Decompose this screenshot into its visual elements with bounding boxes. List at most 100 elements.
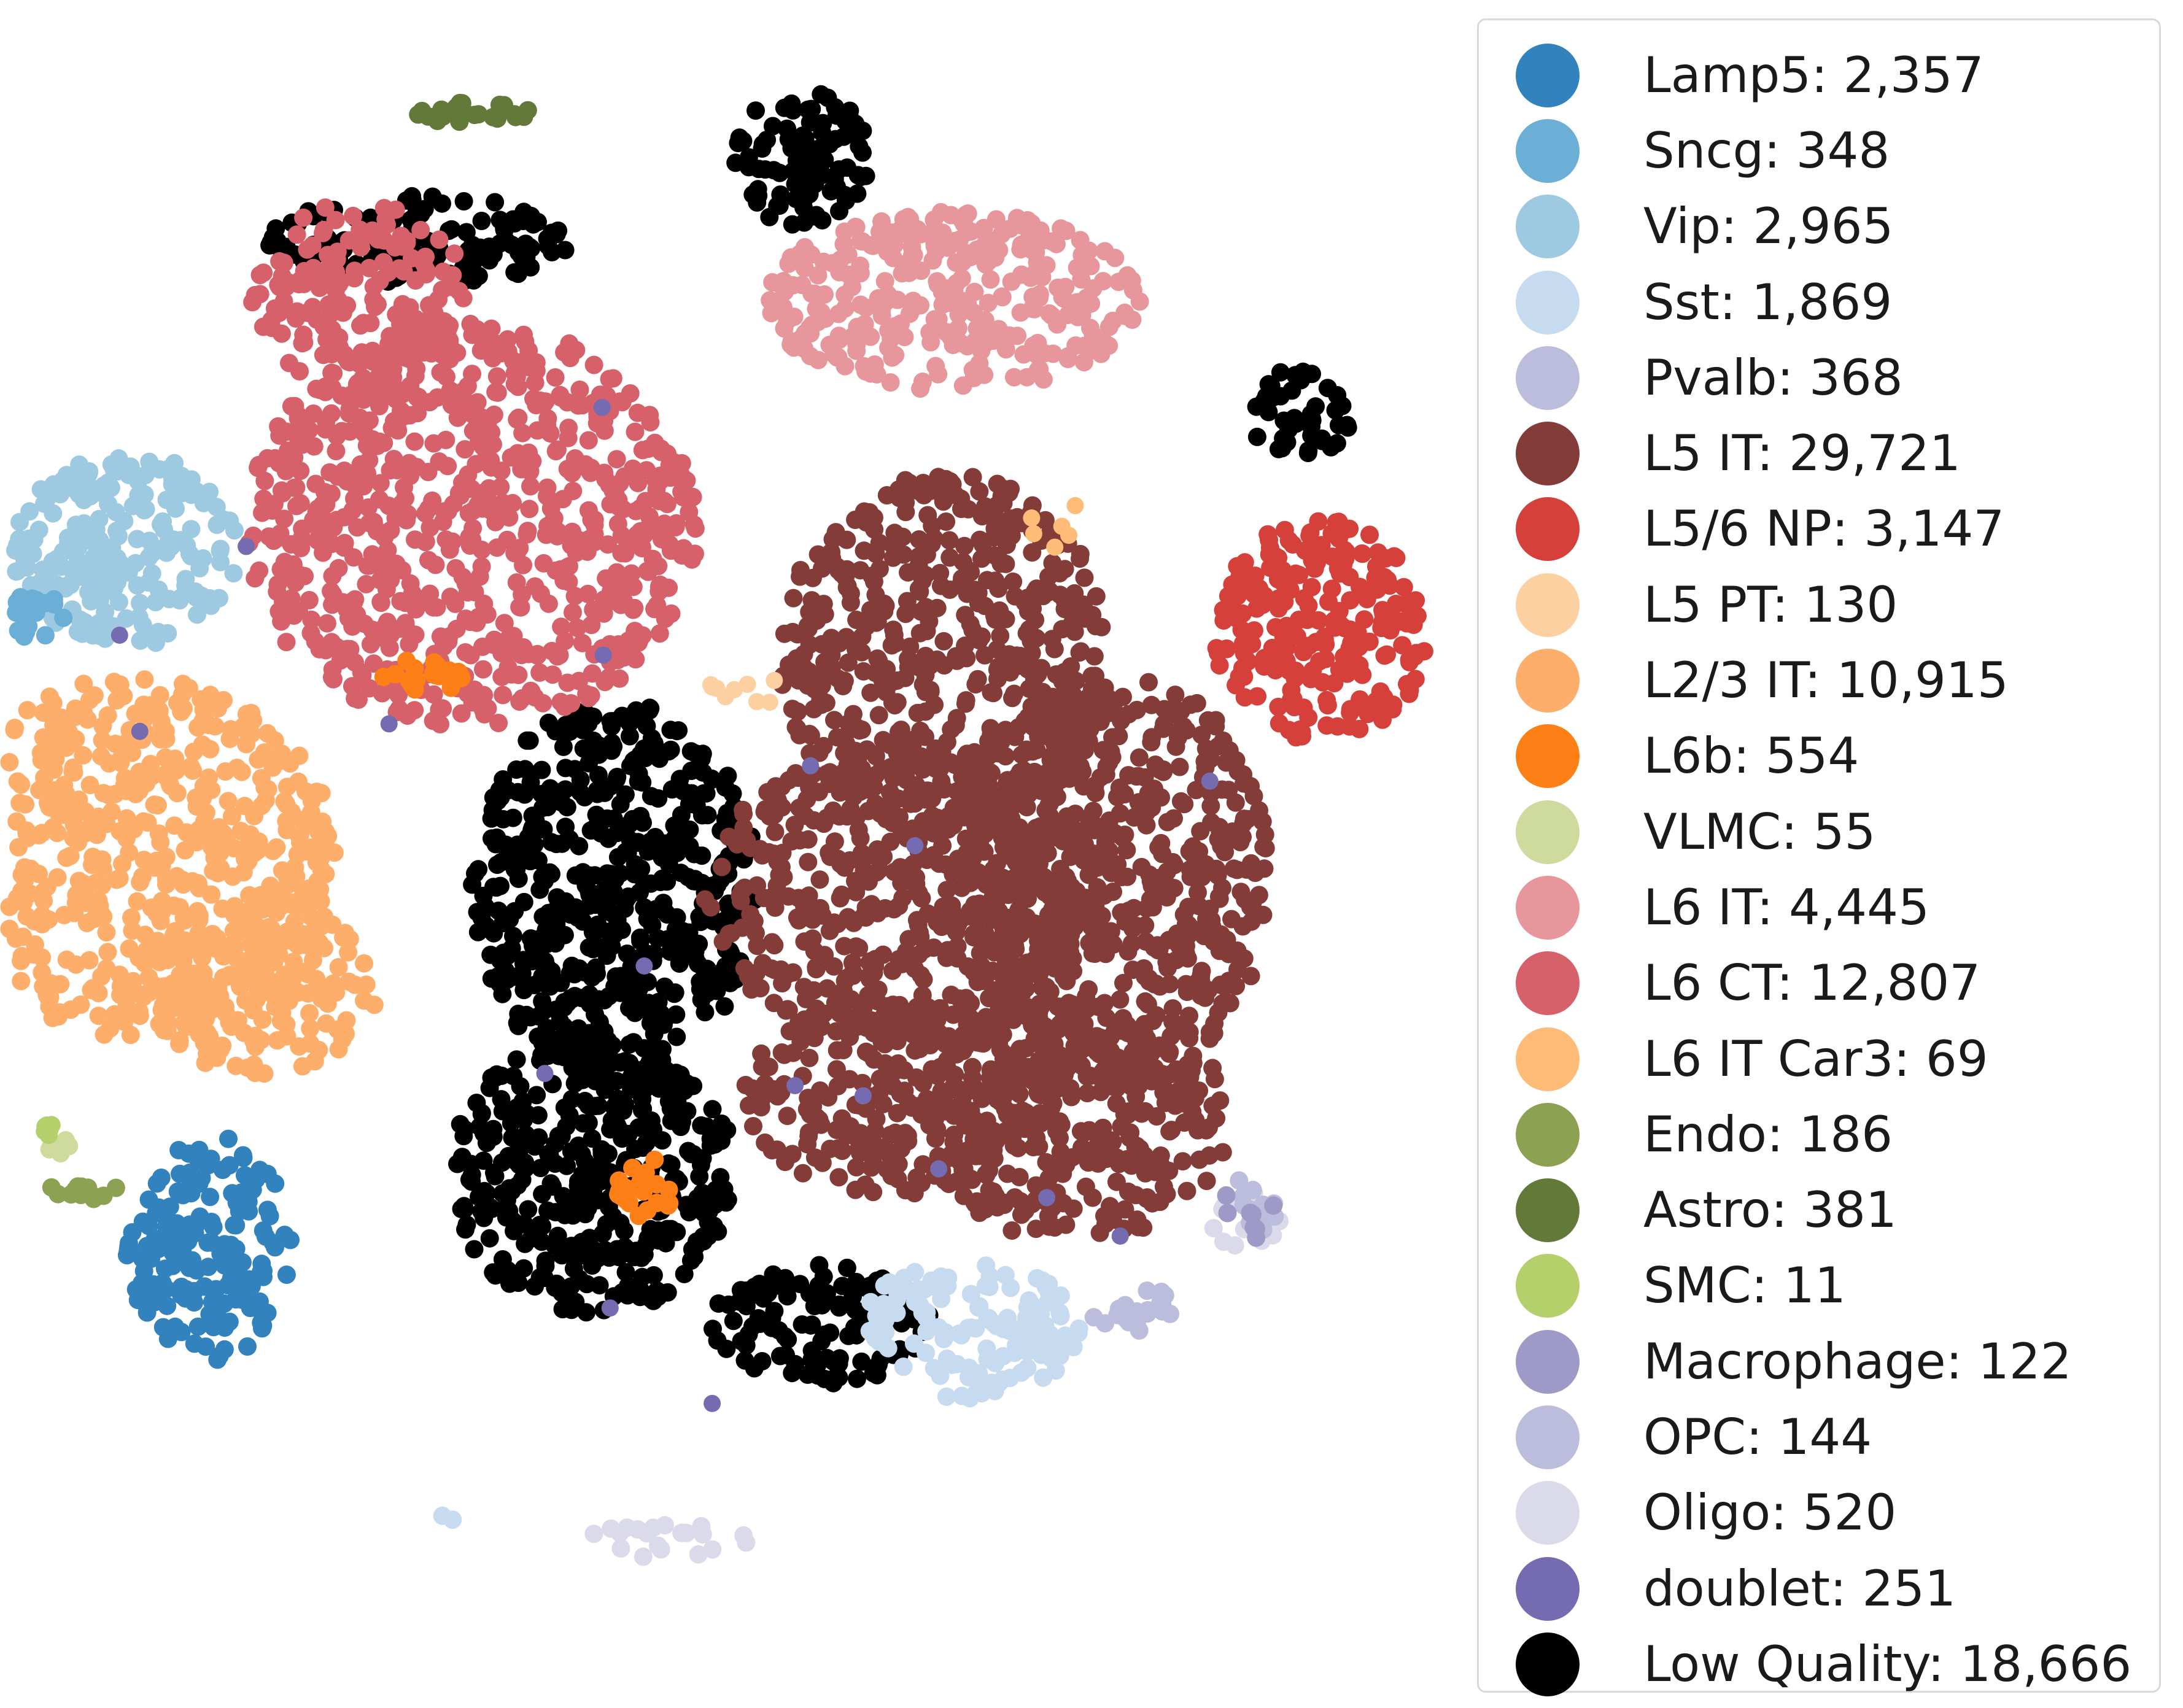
point-l5-it <box>762 1141 781 1160</box>
point-low-quality <box>514 1259 533 1278</box>
point-l5-it <box>810 870 829 889</box>
point-l2-3-it <box>184 761 203 780</box>
point-l6-ct <box>254 317 273 336</box>
point-low-quality <box>554 737 573 756</box>
point-l5-it <box>701 898 720 917</box>
point-l6-ct <box>407 388 426 407</box>
point-l5-it <box>868 992 886 1011</box>
point-l5-it <box>831 854 850 873</box>
point-low-quality <box>852 1352 871 1371</box>
point-low-quality <box>474 886 493 905</box>
point-l5-it <box>996 609 1015 628</box>
point-low-quality <box>613 706 632 725</box>
point-l2-3-it <box>166 749 185 768</box>
point-l5-it <box>1101 743 1120 761</box>
point-low-quality <box>560 1106 579 1125</box>
point-low-quality <box>457 223 476 242</box>
point-l5-it <box>881 1030 900 1049</box>
point-l2-3-it <box>69 871 88 891</box>
point-l6-ct <box>294 208 313 227</box>
point-low-quality <box>669 945 688 963</box>
point-l6-ct <box>486 382 505 401</box>
point-low-quality <box>615 1237 634 1256</box>
point-l5-it <box>852 643 871 662</box>
point-l5-it <box>959 500 978 519</box>
point-l5-it <box>1041 930 1060 949</box>
point-l6-ct <box>578 542 597 561</box>
point-l6-ct <box>314 223 332 242</box>
point-l5-it <box>888 1170 907 1189</box>
point-l6-ct <box>436 345 456 364</box>
point-l6-ct <box>347 375 366 394</box>
point-l5-it <box>1165 809 1183 828</box>
point-l5-it <box>1158 862 1177 881</box>
point-l6-ct <box>349 690 368 709</box>
point-l5-it <box>1105 824 1124 843</box>
point-l5-it <box>914 970 933 989</box>
point-l6-ct <box>686 544 704 563</box>
point-l6-ct <box>463 519 483 538</box>
point-l5-it <box>921 682 940 701</box>
point-l5-it <box>975 597 995 616</box>
point-low-quality <box>521 1008 540 1027</box>
point-l5-it <box>775 624 794 643</box>
point-l2-3-it <box>69 833 88 852</box>
point-l6-ct <box>280 354 298 373</box>
point-low-quality <box>484 1119 503 1138</box>
point-l2-3-it <box>18 701 37 720</box>
point-l5-it <box>791 561 810 579</box>
point-low-quality <box>634 1100 653 1118</box>
point-l5-it <box>920 1116 939 1135</box>
point-l5-it <box>956 691 975 710</box>
point-l6-ct <box>287 497 306 516</box>
point-l5-it <box>1011 924 1030 943</box>
point-l5-it <box>913 1008 932 1027</box>
point-l5-it <box>945 1065 964 1084</box>
point-l5-it <box>1173 1152 1192 1171</box>
point-l2-3-it <box>17 824 36 843</box>
point-low-quality <box>599 1144 618 1163</box>
point-l5-it <box>936 1102 955 1121</box>
point-l6-ct <box>608 514 627 533</box>
point-l5-it <box>1007 853 1025 871</box>
point-l5-it <box>975 646 995 665</box>
point-l5-it <box>803 929 822 948</box>
point-l5-it <box>911 721 930 740</box>
point-l5-it <box>840 1070 859 1089</box>
point-l5-it <box>813 1153 832 1172</box>
point-l6-ct <box>331 651 350 670</box>
point-l6-ct <box>683 487 702 506</box>
point-l6-ct <box>339 609 358 628</box>
point-l5-it <box>783 700 802 719</box>
point-low-quality <box>490 781 509 800</box>
point-l2-3-it <box>117 809 136 828</box>
point-l6-ct <box>649 582 669 601</box>
point-low-quality <box>540 1146 559 1165</box>
point-l6-ct <box>260 527 279 546</box>
point-l5-it <box>978 571 996 590</box>
point-l6-ct <box>563 522 582 541</box>
point-l5-it <box>855 541 874 560</box>
point-l5-it <box>1004 973 1023 992</box>
point-l2-3-it <box>222 1017 241 1036</box>
point-low-quality <box>653 869 672 888</box>
point-l5-it <box>839 653 858 672</box>
point-l6-ct <box>514 325 533 344</box>
point-low-quality <box>681 742 700 761</box>
point-l5-it <box>1033 703 1052 722</box>
point-l5-it <box>992 479 1011 498</box>
point-low-quality <box>719 1295 738 1314</box>
point-l6-ct <box>538 478 557 497</box>
point-l5-it <box>931 576 950 595</box>
point-l5-it <box>1097 1150 1116 1169</box>
point-l5-it <box>1087 587 1106 606</box>
point-l6-ct <box>327 511 346 530</box>
point-l5-it <box>853 721 872 739</box>
point-l5-it <box>1219 945 1238 964</box>
point-l6-ct <box>408 458 426 477</box>
point-l2-3-it <box>40 687 59 706</box>
point-low-quality <box>667 1027 686 1046</box>
point-low-quality <box>570 1269 589 1288</box>
point-l5-it <box>1064 602 1083 621</box>
point-low-quality <box>662 780 681 799</box>
